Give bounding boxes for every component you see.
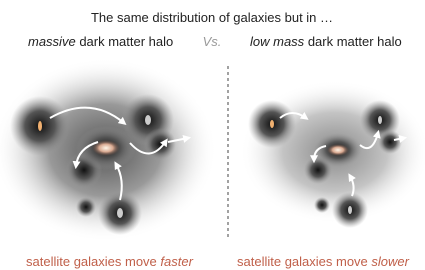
right-caption: satellite galaxies move slower <box>237 254 410 269</box>
heading-emphasis: massive <box>28 34 76 49</box>
massive-halo <box>0 58 217 242</box>
caption-emphasis: faster <box>160 254 193 269</box>
heading-text: dark matter halo <box>79 34 173 49</box>
caption-text: satellite galaxies move <box>237 254 368 269</box>
left-heading: massive dark matter halo <box>28 34 173 49</box>
heading-emphasis: low mass <box>250 34 305 49</box>
caption-text: satellite galaxies move <box>26 254 157 269</box>
right-heading: low mass dark matter halo <box>250 34 402 49</box>
vs-label: Vs. <box>203 34 222 49</box>
caption-emphasis: slower <box>371 254 409 269</box>
low-mass-halo <box>240 80 425 228</box>
left-caption: satellite galaxies move faster <box>26 254 194 269</box>
title: The same distribution of galaxies but in… <box>91 10 333 25</box>
figure: The same distribution of galaxies but in… <box>0 0 425 270</box>
heading-text: dark matter halo <box>308 34 402 49</box>
